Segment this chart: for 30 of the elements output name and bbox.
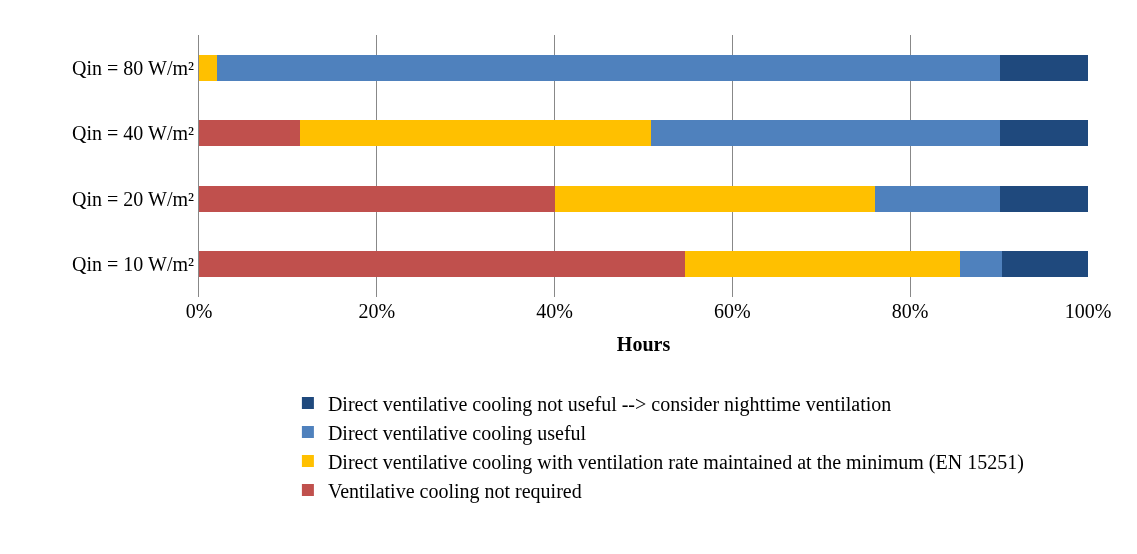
- legend-label: Direct ventilative cooling not useful --> consider nighttime ventilation: [327, 392, 892, 416]
- bar: [199, 120, 301, 147]
- bar: [685, 251, 960, 278]
- bar: [199, 54, 217, 81]
- x-tick-label: 20%: [358, 300, 396, 322]
- bar: [999, 185, 1088, 212]
- bar: [300, 120, 651, 147]
- bar: [650, 120, 1000, 147]
- bar: [199, 251, 686, 278]
- x-tick-label: 40%: [536, 300, 573, 322]
- legend-label: Ventilative cooling not required: [327, 479, 582, 503]
- bar: [199, 185, 555, 212]
- x-tick-label: 0%: [185, 300, 213, 322]
- legend-label: Direct ventilative cooling with ventilation rate maintained at the minimum (EN 15251): [327, 450, 1024, 474]
- bar: [216, 54, 1000, 81]
- y-tick-label: Qin = 40 W/m²: [72, 122, 194, 145]
- x-tick-label: 100%: [1064, 300, 1112, 322]
- y-tick-label: Qin = 80 W/m²: [72, 56, 194, 79]
- x-tick-label: 60%: [714, 300, 751, 322]
- y-tick-label: Qin = 10 W/m²: [72, 253, 194, 276]
- bar: [1001, 251, 1088, 278]
- bar: [999, 54, 1088, 81]
- bar: [959, 251, 1002, 278]
- x-axis-title: Hours: [616, 332, 671, 355]
- bar: [874, 185, 1000, 212]
- legend-label: Direct ventilative cooling useful: [327, 421, 587, 445]
- x-tick-label: 80%: [891, 300, 929, 322]
- bar: [554, 185, 875, 212]
- y-tick-label: Qin = 20 W/m²: [72, 187, 194, 210]
- bar: [999, 120, 1088, 147]
